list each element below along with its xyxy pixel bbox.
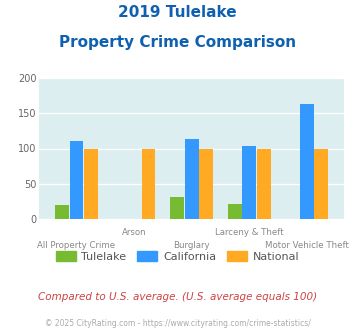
Text: 2019 Tulelake: 2019 Tulelake bbox=[118, 5, 237, 20]
Bar bbox=[84, 148, 98, 219]
Text: Burglary: Burglary bbox=[173, 241, 210, 250]
Bar bbox=[142, 148, 155, 219]
Bar bbox=[315, 148, 328, 219]
Bar bbox=[300, 104, 314, 219]
Bar bbox=[199, 148, 213, 219]
Text: All Property Crime: All Property Crime bbox=[37, 241, 116, 250]
Text: Arson: Arson bbox=[122, 228, 146, 237]
Bar bbox=[185, 139, 198, 219]
Bar bbox=[70, 141, 83, 219]
Legend: Tulelake, California, National: Tulelake, California, National bbox=[51, 247, 304, 267]
Text: Larceny & Theft: Larceny & Theft bbox=[215, 228, 284, 237]
Text: Compared to U.S. average. (U.S. average equals 100): Compared to U.S. average. (U.S. average … bbox=[38, 292, 317, 302]
Bar bbox=[257, 148, 271, 219]
Bar bbox=[242, 147, 256, 219]
Text: © 2025 CityRating.com - https://www.cityrating.com/crime-statistics/: © 2025 CityRating.com - https://www.city… bbox=[45, 319, 310, 328]
Bar bbox=[228, 204, 242, 219]
Text: Motor Vehicle Theft: Motor Vehicle Theft bbox=[265, 241, 349, 250]
Bar bbox=[170, 197, 184, 219]
Text: Property Crime Comparison: Property Crime Comparison bbox=[59, 35, 296, 50]
Bar bbox=[55, 205, 69, 219]
